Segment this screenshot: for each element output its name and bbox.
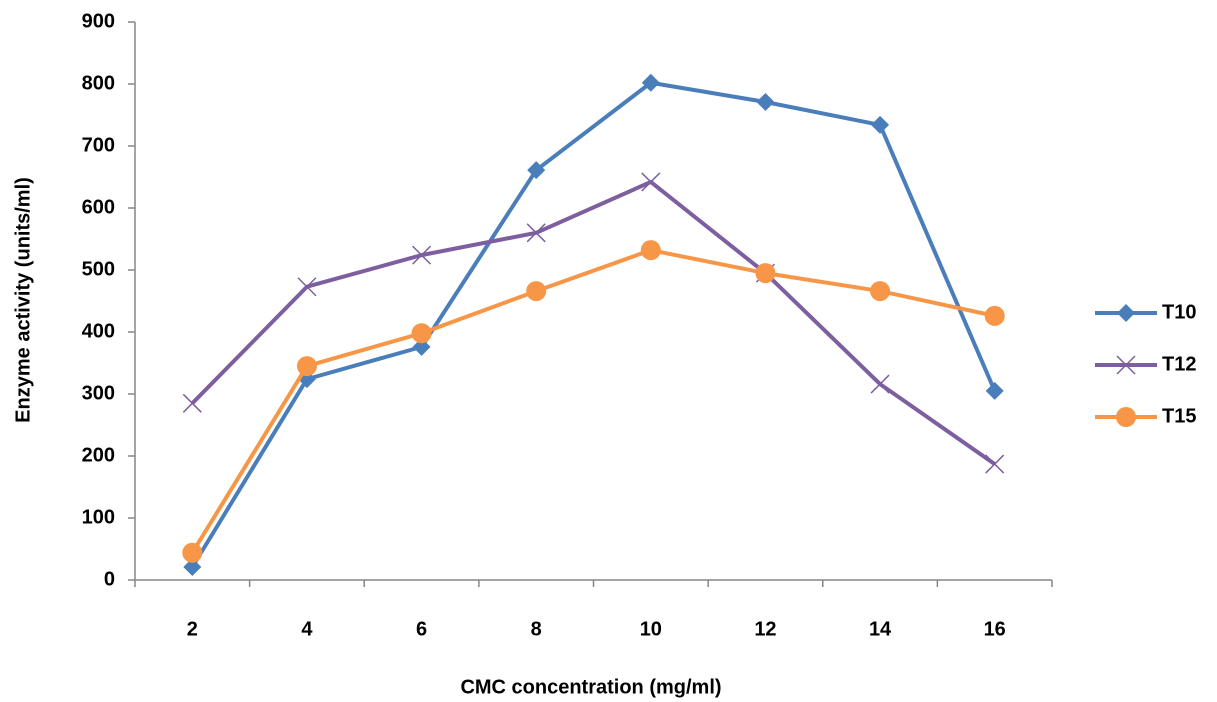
y-tick-label: 900 [82,10,115,32]
marker [756,92,775,111]
series-line [190,80,997,569]
y-tick-label: 500 [82,258,115,280]
marker [526,223,546,243]
marker [412,245,432,265]
x-tick-label: 8 [531,618,542,640]
marker [526,281,547,302]
legend-label: T12 [1162,353,1196,375]
y-tick-label: 100 [82,506,115,528]
marker [641,73,660,92]
marker [985,381,1004,400]
x-tick-label: 12 [754,618,776,640]
y-tick-label: 400 [82,320,115,342]
marker [985,454,1005,474]
legend-label: T15 [1162,405,1196,427]
y-tick-label: 200 [82,444,115,466]
series-line [190,248,996,554]
x-tick-label: 6 [416,618,427,640]
marker [871,115,890,134]
marker [984,305,1005,326]
marker [640,240,661,261]
y-tick-label: 700 [82,134,115,156]
marker [412,337,431,356]
y-tick-label: 800 [82,72,115,94]
x-tick-label: 2 [187,618,198,640]
x-tick-label: 16 [984,618,1006,640]
marker [1117,304,1135,322]
legend-label: T10 [1162,301,1196,323]
marker [411,323,432,344]
marker [870,374,890,394]
y-axis-label: Enzyme activity (units/ml) [12,177,34,423]
y-tick-label: 600 [82,196,115,218]
x-axis-label: CMC concentration (mg/ml) [460,676,721,698]
marker [641,172,661,192]
y-tick-label: 0 [104,568,115,590]
marker [182,393,202,413]
x-tick-label: 4 [301,618,313,640]
series-line [190,179,996,466]
marker [755,263,776,284]
x-tick-label: 10 [640,618,662,640]
marker [870,281,891,302]
marker [183,557,202,576]
marker [297,277,317,297]
marker [527,161,546,180]
marker [1116,407,1136,427]
marker [182,542,203,563]
marker [296,356,317,377]
marker [1116,355,1136,375]
y-tick-label: 300 [82,382,115,404]
x-tick-label: 14 [869,618,892,640]
